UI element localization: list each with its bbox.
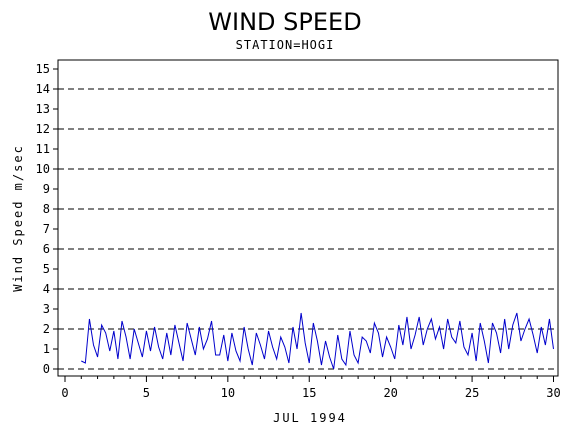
plot-frame	[57, 59, 559, 377]
y-tick-label-3: 3	[43, 302, 50, 316]
x-tick-label-5: 5	[143, 386, 150, 400]
y-axis-label: Wind Speed m/sec	[11, 144, 25, 292]
y-tick-label-15: 15	[36, 62, 50, 76]
y-tick-label-1: 1	[43, 342, 50, 356]
y-tick-label-5: 5	[43, 262, 50, 276]
y-tick-label-9: 9	[43, 182, 50, 196]
y-tick-label-6: 6	[43, 242, 50, 256]
x-axis-ticks: 0 5 10 15 20 25 30	[61, 376, 561, 400]
y-tick-label-14: 14	[36, 82, 50, 96]
x-axis-label: JUL 1994	[273, 411, 347, 425]
y-tick-label-7: 7	[43, 222, 50, 236]
y-tick-label-12: 12	[36, 122, 50, 136]
y-tick-label-2: 2	[43, 322, 50, 336]
y-tick-label-10: 10	[36, 162, 50, 176]
y-tick-label-13: 13	[36, 102, 50, 116]
grid-lines	[58, 88, 558, 370]
x-tick-label-20: 20	[383, 386, 397, 400]
x-tick-label-0: 0	[61, 386, 68, 400]
chart-subtitle: STATION=HOGI	[236, 38, 335, 52]
wind-speed-series-line	[81, 312, 554, 370]
x-tick-label-10: 10	[221, 386, 235, 400]
x-tick-label-25: 25	[465, 386, 479, 400]
x-tick-label-30: 30	[546, 386, 560, 400]
y-tick-label-8: 8	[43, 202, 50, 216]
y-tick-label-4: 4	[43, 282, 50, 296]
x-tick-label-15: 15	[302, 386, 316, 400]
y-tick-label-11: 11	[36, 142, 50, 156]
y-tick-label-0: 0	[43, 362, 50, 376]
chart-title: WIND SPEED	[208, 8, 361, 36]
